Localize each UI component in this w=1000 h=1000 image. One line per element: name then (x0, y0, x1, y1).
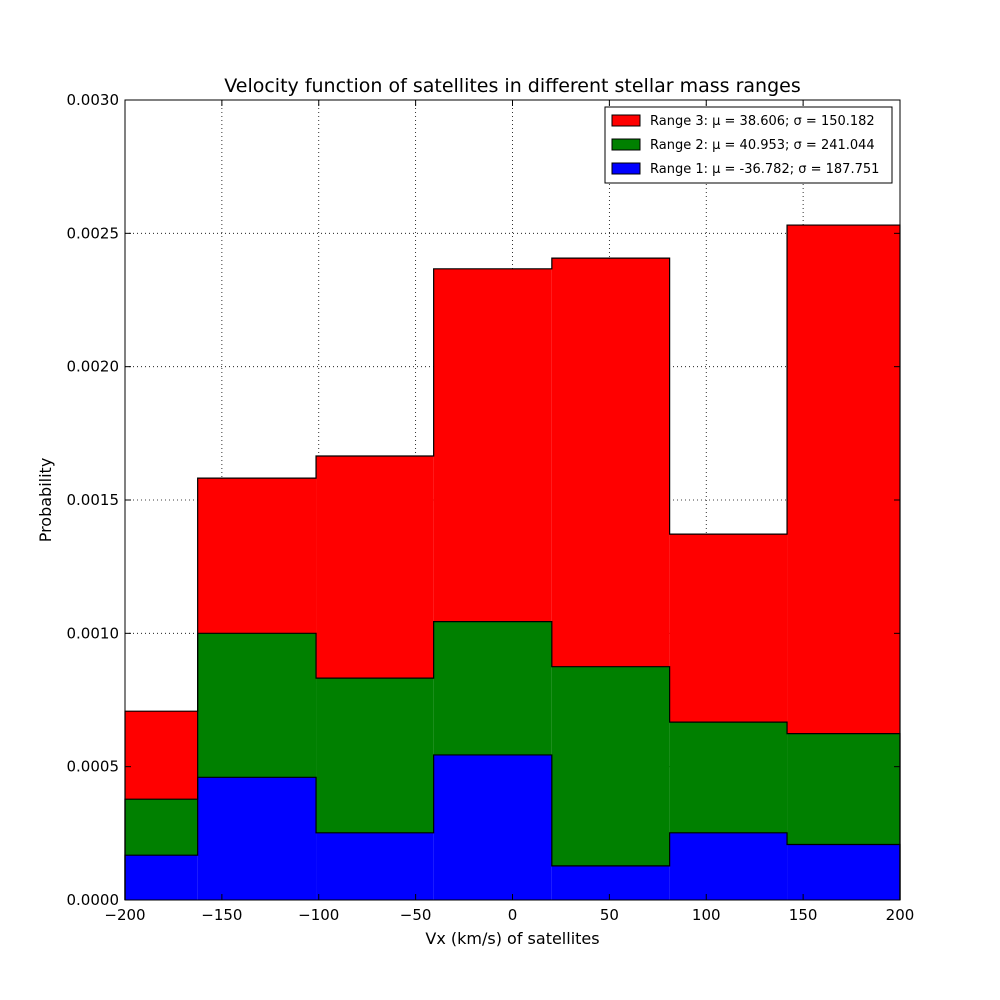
x-tick-label: −150 (201, 906, 242, 924)
bar-range-3-bin-7 (787, 225, 900, 734)
step-outline-range-1 (124, 754, 901, 900)
step-outline-range-2 (124, 621, 901, 900)
x-tick-label: 200 (886, 906, 915, 924)
x-tick-label: 0 (508, 906, 518, 924)
y-tick-label: 0.0005 (67, 758, 120, 776)
y-tick-label: 0.0025 (67, 224, 120, 242)
x-tick-label: 50 (600, 906, 619, 924)
bar-range-2-bin-5 (551, 666, 670, 866)
axis-ticks: −200 −150 −100 −50 0 50 100 150 200 0.0000 0.0005 0… (67, 91, 915, 924)
legend-swatch-range-1 (611, 162, 641, 175)
x-tick-label: 150 (789, 906, 818, 924)
legend-swatch-range-3 (611, 114, 641, 127)
legend-label-range-1: Range 1: μ = -36.782; σ = 187.751 (650, 162, 879, 177)
bar-range-1-bin-5 (551, 865, 670, 900)
bar-range-1-bin-2 (197, 777, 317, 900)
bar-range-2-bin-4 (433, 621, 552, 755)
y-tick-label: 0.0030 (67, 91, 120, 109)
bar-range-3-bin-5 (551, 258, 670, 667)
bar-range-3-bin-3 (316, 456, 434, 679)
y-tick-label: 0.0000 (67, 891, 120, 909)
bar-range-3-bin-4 (433, 268, 552, 622)
bar-range-2-bin-6 (669, 722, 788, 833)
x-tick-label: −100 (298, 906, 339, 924)
chart-title: Velocity function of satellites in diffe… (224, 75, 801, 97)
y-axis-label: Probability (36, 458, 55, 543)
bar-range-1-bin-1 (125, 855, 198, 900)
bar-range-1-bin-4 (433, 754, 552, 900)
x-tick-label: −200 (104, 906, 145, 924)
x-axis-label: Vx (km/s) of satellites (425, 929, 599, 948)
bar-range-2-bin-3 (316, 678, 434, 833)
y-tick-label: 0.0020 (67, 358, 120, 376)
bar-range-1-bin-6 (669, 832, 788, 900)
histogram-bars (125, 225, 900, 900)
y-tick-label: 0.0015 (67, 491, 120, 509)
bar-range-3-bin-2 (197, 478, 317, 634)
bar-range-1-bin-3 (316, 832, 434, 900)
bar-range-2-bin-1 (125, 799, 198, 856)
x-tick-label: 100 (692, 906, 721, 924)
step-outline-range-3 (124, 224, 901, 900)
bar-range-3-bin-6 (669, 534, 788, 723)
y-tick-label: 0.0010 (67, 624, 120, 642)
legend-label-range-2: Range 2: μ = 40.953; σ = 241.044 (650, 138, 875, 153)
x-tick-label: −50 (400, 906, 432, 924)
bar-range-2-bin-7 (787, 733, 900, 845)
legend-box (604, 106, 893, 184)
legend-label-range-3: Range 3: μ = 38.606; σ = 150.182 (650, 114, 875, 129)
legend: Range 3: μ = 38.606; σ = 150.182 Range 2:… (604, 106, 893, 184)
histogram-outlines (124, 224, 901, 900)
bar-range-1-bin-7 (787, 844, 900, 900)
bar-range-2-bin-2 (197, 633, 317, 778)
bar-range-3-bin-1 (125, 711, 198, 800)
legend-swatch-range-2 (611, 138, 641, 151)
